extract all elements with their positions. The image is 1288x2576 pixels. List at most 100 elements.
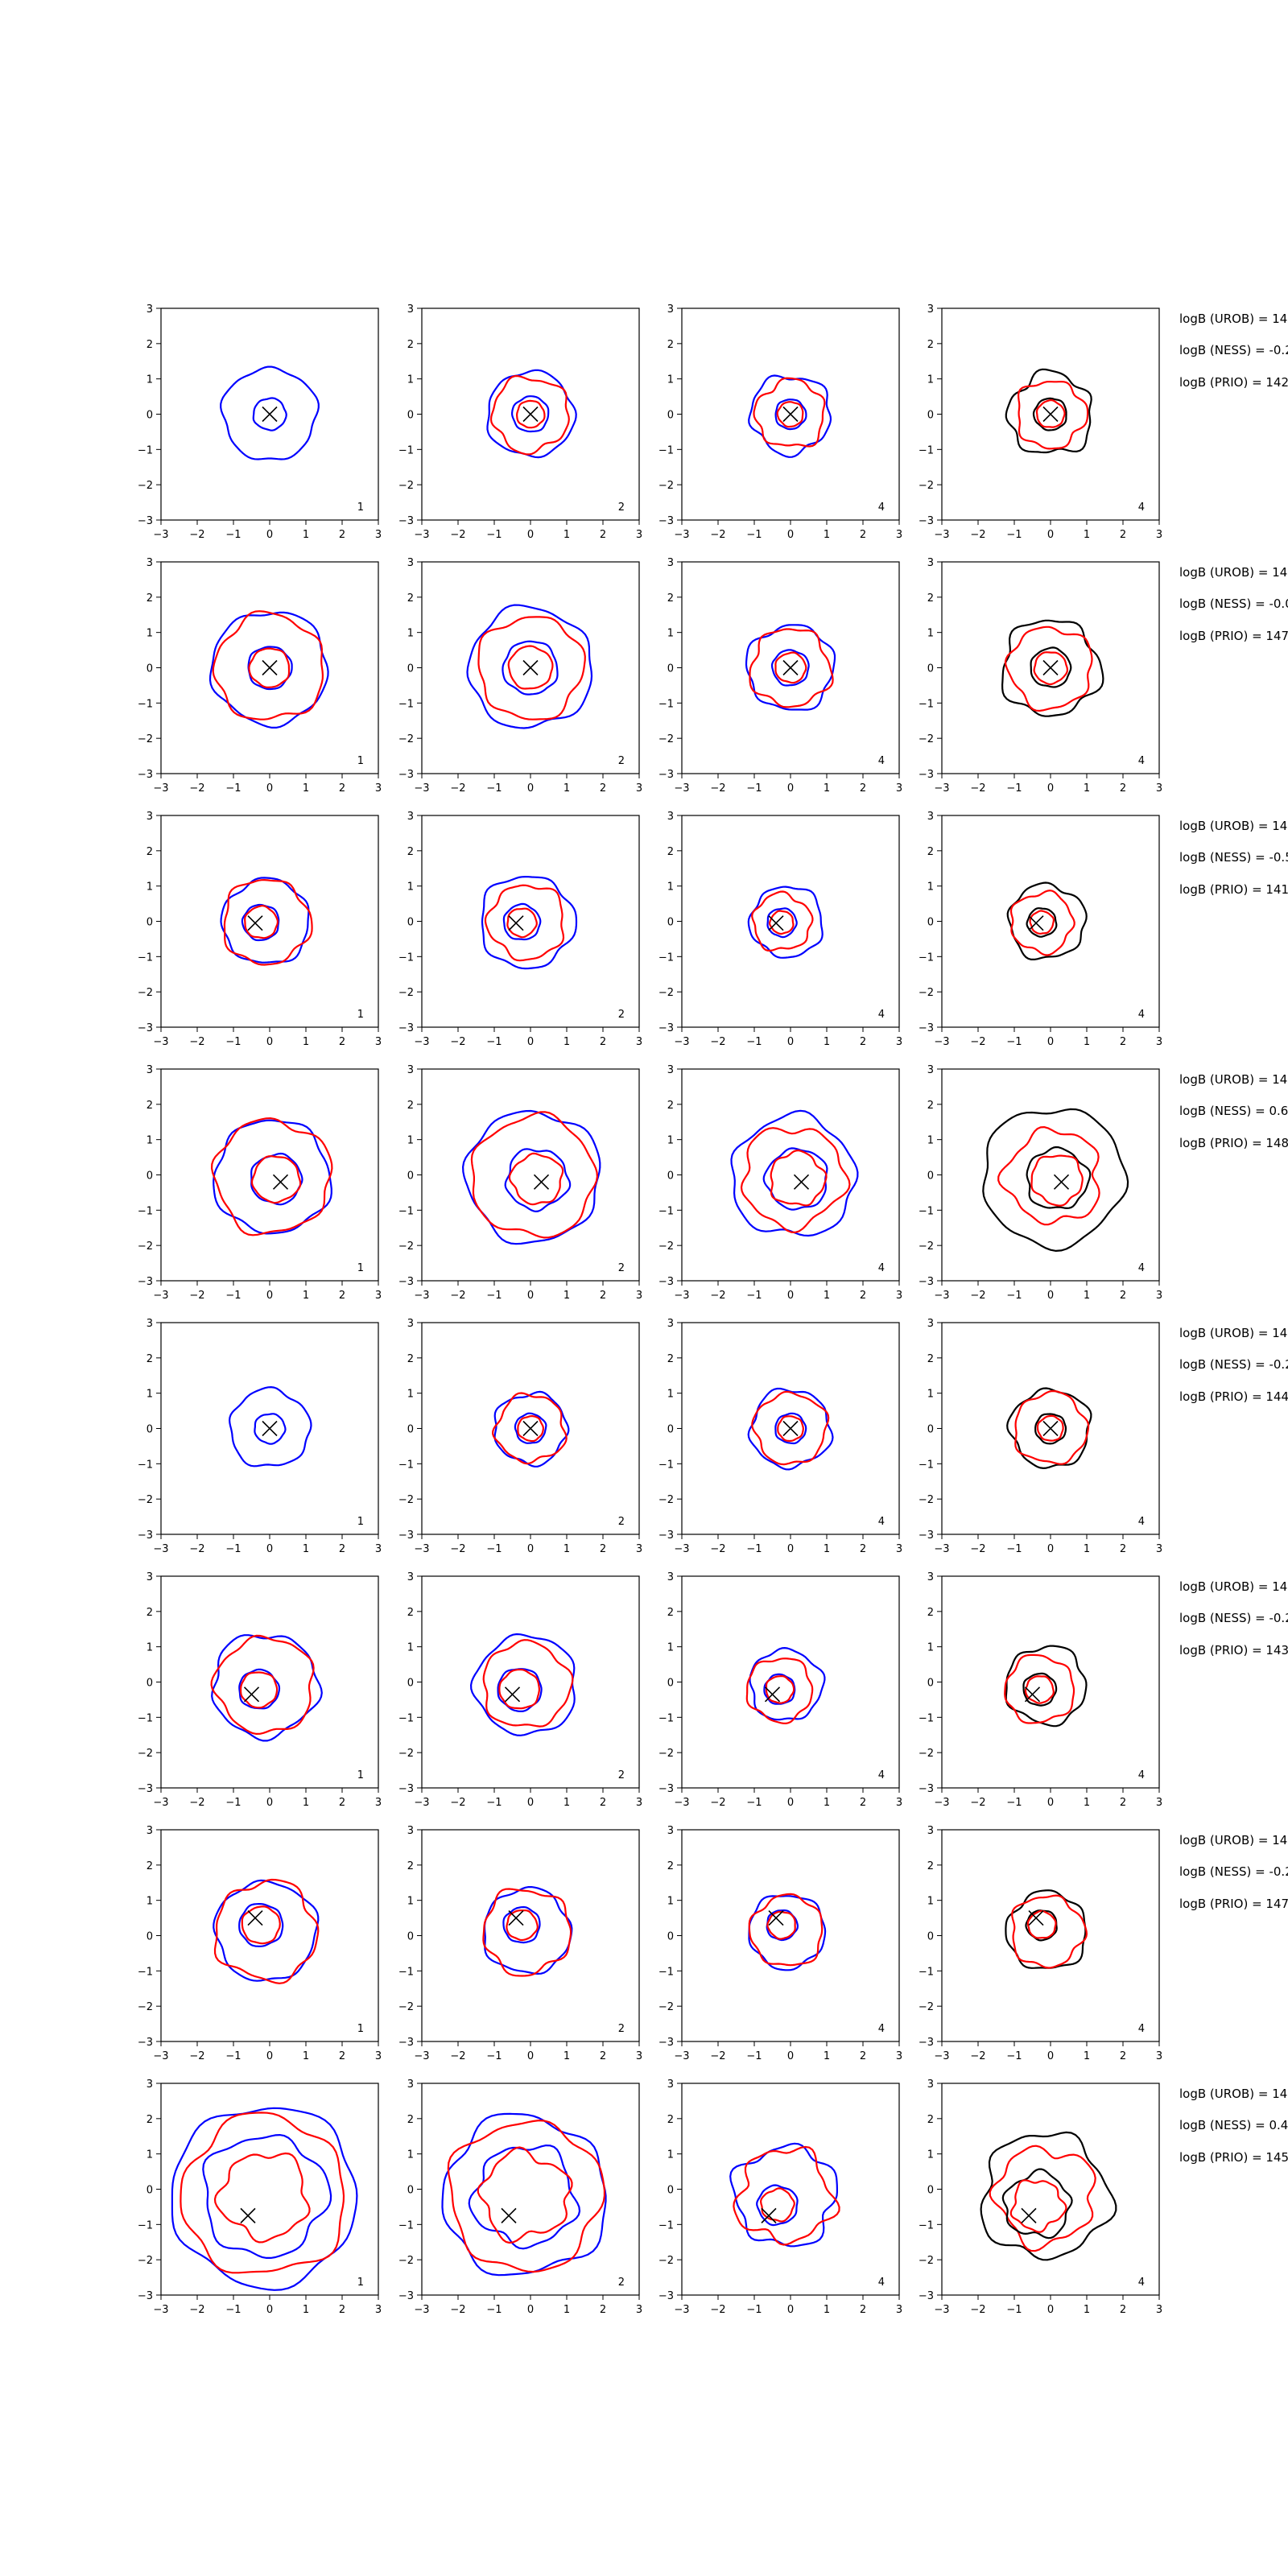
panel-label: 4 (878, 502, 885, 514)
x-marker-stroke (768, 915, 784, 931)
y-tick-label: −3 (919, 1530, 934, 1542)
x-marker (1028, 1910, 1044, 1926)
panel-label: 2 (618, 2277, 625, 2289)
contour-group (211, 1117, 333, 1236)
x-marker (782, 1420, 799, 1437)
blue-contour (211, 1634, 323, 1742)
x-marker (247, 1910, 263, 1926)
panel-r4-c2: −3 −2 −1 0 1 2 3 3 2 1 0 −1 −2 −3 2 (398, 1064, 642, 1302)
x-tick-label: −2 (970, 1036, 985, 1048)
y-tick-label: 3 (927, 1571, 934, 1583)
red-contour (1026, 1909, 1057, 1939)
x-tick-label: 3 (1156, 1797, 1162, 1809)
y-tick-label: 2 (147, 1353, 153, 1365)
y-tick-label: 1 (147, 628, 153, 640)
contour-group (1005, 1889, 1088, 1969)
y-tick-label: −2 (919, 2255, 934, 2267)
x-tick-label: 2 (339, 1543, 345, 1555)
x-tick-label: 1 (564, 1290, 570, 1302)
y-tick-label: 1 (667, 374, 674, 386)
y-tick-label: 1 (927, 1896, 934, 1908)
red-contour (210, 1634, 315, 1735)
panel-r8-c4: −3 −2 −1 0 1 2 3 3 2 1 0 −1 −2 −3 4 (919, 2079, 1162, 2316)
y-tick-label: −2 (919, 1748, 934, 1760)
y-tick-label: −2 (138, 987, 153, 999)
y-tick-label: 3 (147, 1825, 153, 1837)
x-tick-label: −1 (486, 1543, 502, 1555)
y-tick-label: −1 (919, 1712, 934, 1724)
contour-group (220, 365, 320, 460)
red-contour (753, 377, 826, 448)
y-tick-label: −1 (138, 1712, 153, 1724)
contour-group (229, 1386, 312, 1468)
logb-annotation: logB (UROB) = 143 (1179, 1579, 1288, 1594)
x-tick-label: −1 (225, 1036, 241, 1048)
x-marker-stroke (504, 1686, 521, 1703)
red-contour (1036, 1414, 1064, 1442)
x-tick-label: 3 (375, 782, 382, 795)
x-tick-label: 3 (375, 1036, 382, 1048)
x-tick-label: 2 (600, 1036, 606, 1048)
blue-contour (774, 398, 807, 431)
panel-r1-c4: −3 −2 −1 0 1 2 3 3 2 1 0 −1 −2 −3 4 (919, 303, 1162, 541)
black-contour (1026, 907, 1058, 938)
y-tick-label: 2 (667, 592, 674, 605)
panel-r2-c4: −3 −2 −1 0 1 2 3 3 2 1 0 −1 −2 −3 4 (919, 557, 1162, 795)
panel-r4-c3: −3 −2 −1 0 1 2 3 3 2 1 0 −1 −2 −3 4 (658, 1064, 902, 1302)
y-tick-label: 1 (667, 881, 674, 894)
x-tick-label: −1 (225, 2304, 241, 2316)
y-tick-label: −1 (138, 444, 153, 456)
y-tick-label: 2 (407, 339, 414, 351)
x-tick-label: 2 (339, 1036, 345, 1048)
x-tick-label: −1 (225, 1543, 241, 1555)
blue-contour (747, 886, 824, 959)
contour-group (748, 374, 832, 458)
x-marker-stroke (243, 1686, 260, 1703)
blue-contour (493, 1390, 570, 1468)
y-tick-label: 1 (927, 628, 934, 640)
x-tick-label: 0 (1047, 782, 1054, 795)
blue-contour (171, 2107, 358, 2291)
x-tick-label: −3 (674, 1290, 689, 1302)
x-tick-label: −1 (225, 1797, 241, 1809)
logb-annotation: logB (UROB) = 142 (1179, 312, 1288, 326)
x-tick-label: 3 (375, 529, 382, 541)
y-tick-label: 2 (927, 1100, 934, 1112)
black-contour (1030, 646, 1072, 688)
y-tick-label: 1 (147, 1642, 153, 1654)
y-tick-label: −2 (398, 1748, 414, 1760)
x-tick-label: −1 (1006, 1543, 1022, 1555)
y-tick-label: 2 (147, 846, 153, 858)
y-tick-label: −3 (658, 1783, 674, 1795)
blue-contour (462, 1109, 601, 1245)
y-tick-label: 2 (407, 1100, 414, 1112)
x-tick-label: 3 (1156, 1036, 1162, 1048)
x-tick-label: −3 (414, 1543, 429, 1555)
x-marker (522, 1420, 539, 1437)
x-tick-label: −3 (934, 529, 949, 541)
panel-label: 4 (1138, 1262, 1145, 1274)
red-contour (740, 1127, 851, 1233)
y-tick-label: −1 (138, 1459, 153, 1471)
x-marker (761, 2207, 777, 2223)
y-tick-label: 2 (147, 1607, 153, 1619)
y-tick-label: 2 (667, 846, 674, 858)
x-tick-label: 1 (303, 1797, 309, 1809)
x-marker-stroke (508, 1910, 524, 1926)
x-marker-stroke (1053, 1174, 1070, 1190)
contour-group (492, 1390, 570, 1468)
contour-group (482, 1886, 573, 1977)
y-tick-label: −3 (398, 1530, 414, 1542)
x-tick-label: 3 (375, 1543, 382, 1555)
x-tick-label: 2 (860, 2304, 866, 2316)
panel-r8-c1: −3 −2 −1 0 1 2 3 3 2 1 0 −1 −2 −3 1 (138, 2079, 382, 2316)
x-tick-label: 3 (896, 1797, 902, 1809)
x-marker-stroke (501, 2207, 517, 2223)
y-tick-label: −1 (919, 698, 934, 710)
x-tick-label: −1 (1006, 2304, 1022, 2316)
panel-label: 4 (1138, 2277, 1145, 2289)
y-tick-label: 0 (407, 1931, 414, 1943)
blue-contour (502, 1905, 541, 1944)
x-marker (243, 1686, 260, 1703)
